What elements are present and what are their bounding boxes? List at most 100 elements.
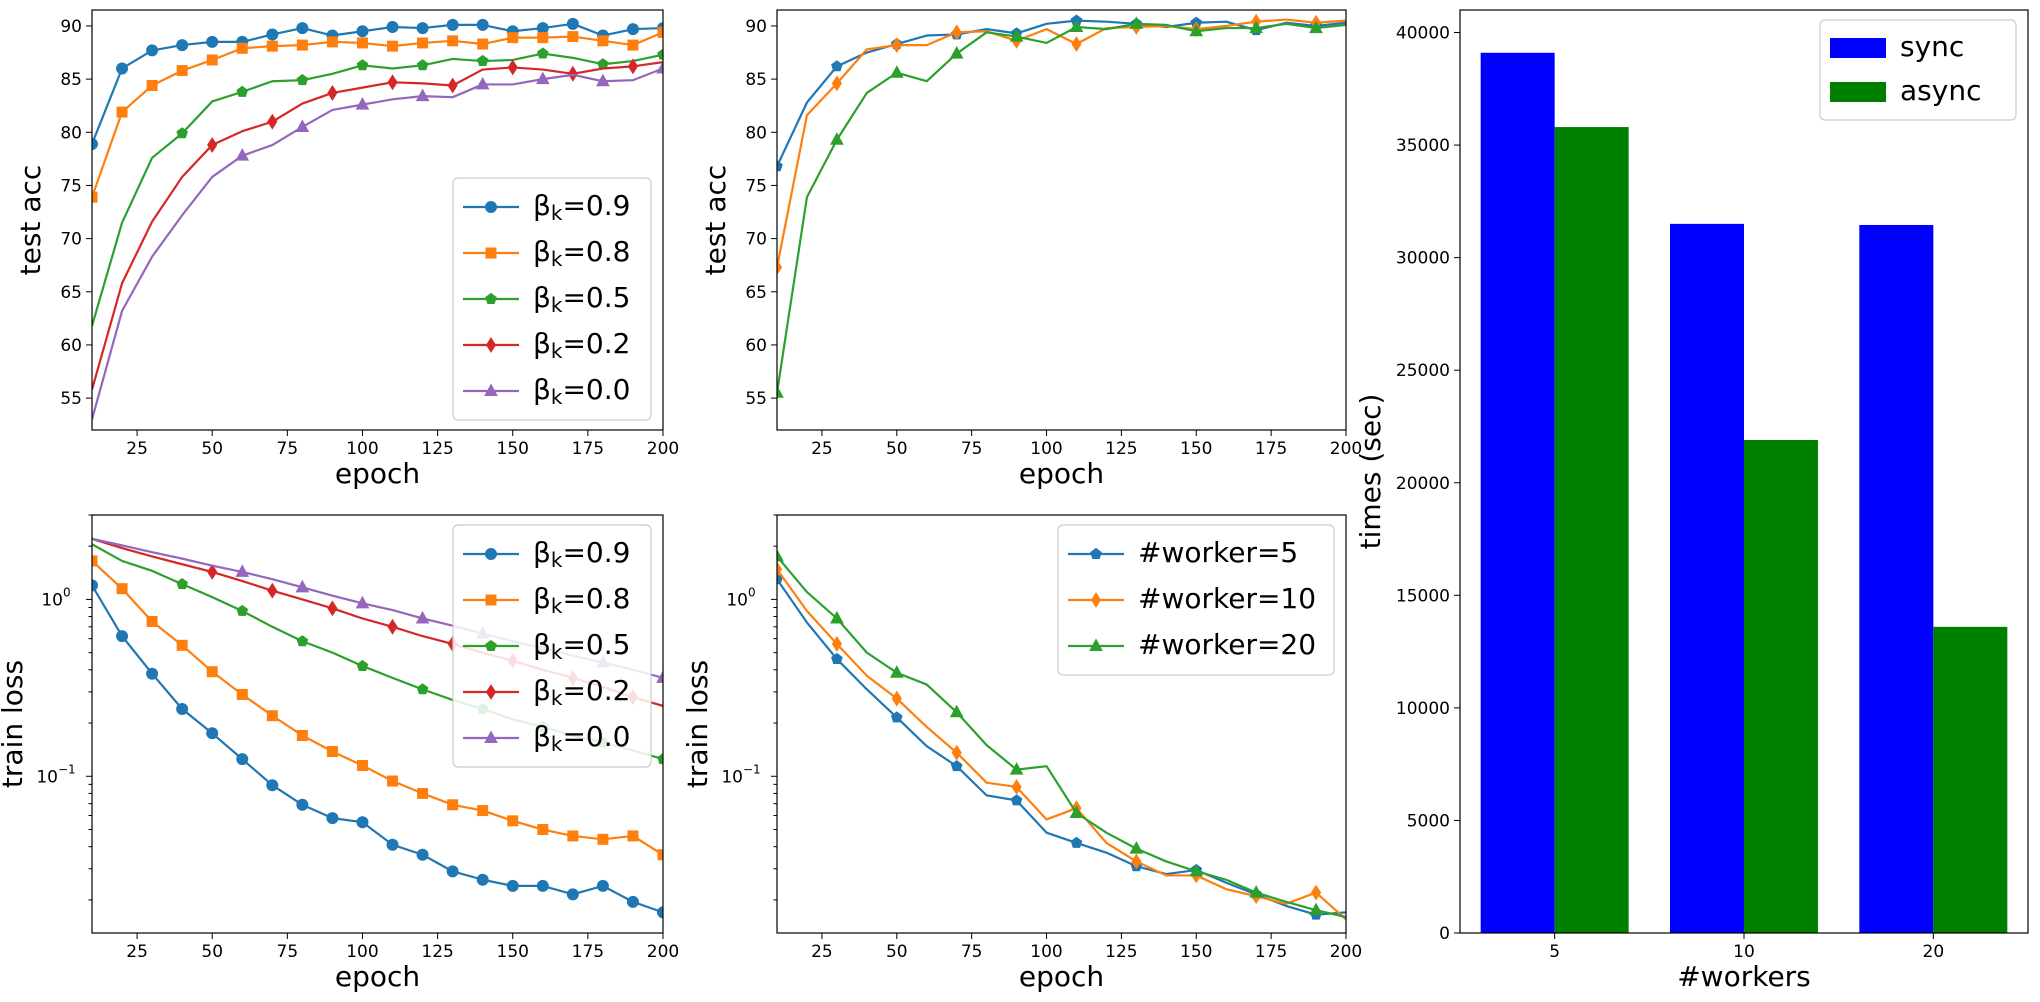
series-#worker=20 <box>777 16 1346 398</box>
data-point <box>830 610 844 624</box>
y-tick-label: 60 <box>745 336 767 356</box>
data-point <box>92 191 98 203</box>
legend-value: =0.5 <box>562 281 630 314</box>
x-tick-label: 175 <box>1255 439 1287 459</box>
data-point <box>296 730 308 742</box>
data-point <box>891 37 902 54</box>
data-point <box>476 873 489 886</box>
data-point <box>326 746 338 758</box>
x-tick-label: 125 <box>421 942 453 962</box>
data-point <box>831 60 843 72</box>
data-point <box>356 760 368 772</box>
x-tick-label: 50 <box>201 439 223 459</box>
data-point <box>537 824 549 836</box>
data-point <box>236 753 249 766</box>
data-point <box>596 879 609 892</box>
data-point <box>296 39 308 51</box>
data-point <box>176 127 188 139</box>
data-point <box>475 76 490 90</box>
legend-label: async <box>1900 74 1981 107</box>
data-point <box>567 830 579 842</box>
data-point <box>267 113 278 130</box>
data-point <box>116 106 128 118</box>
data-point <box>1009 762 1024 775</box>
series-line <box>92 52 663 327</box>
panel-p5: 5 10 20 0 5000 10000 15000 20000 25000 30000 35000… <box>1354 9 2029 993</box>
x-axis-title: epoch <box>335 960 420 993</box>
legend-subscript: k <box>551 293 563 317</box>
data-point <box>387 40 399 52</box>
legend-subscript: k <box>551 594 563 618</box>
data-point <box>1069 805 1084 818</box>
series-line <box>92 61 663 390</box>
legend-patch-async <box>1830 82 1886 102</box>
x-tick-label: 20 <box>1923 942 1945 962</box>
y-tick-exp: 0 <box>748 585 756 599</box>
legend-label: βk=0.2 <box>533 674 630 710</box>
data-point <box>657 26 663 38</box>
data-point <box>92 555 98 567</box>
data-point <box>536 22 549 35</box>
legend-swatch-marker <box>485 292 497 304</box>
y-tick-base: 10 <box>36 767 58 787</box>
data-point <box>1010 794 1023 806</box>
y-tick-label: 100 <box>726 585 755 610</box>
data-point <box>1069 19 1084 33</box>
data-point <box>386 21 399 34</box>
y-tick-label: 70 <box>60 230 82 250</box>
legend-subscript: k <box>551 385 563 409</box>
legend-subscript: k <box>551 201 563 225</box>
y-tick-label: 70 <box>745 230 767 250</box>
y-tick-label: 5000 <box>1407 811 1450 831</box>
data-point <box>506 879 519 892</box>
y-tick-label: 35000 <box>1396 136 1450 156</box>
legend-value: =0.5 <box>562 628 630 661</box>
panel-p1: 25 50 75 100 125 150 175 200 55 60 65 70 75 80 85 90 epo… <box>14 9 679 490</box>
data-point <box>1131 853 1142 870</box>
x-tick-label: 150 <box>497 942 529 962</box>
x-tick-label: 200 <box>1330 439 1362 459</box>
data-point <box>597 35 609 47</box>
legend-swatch-marker <box>485 684 497 700</box>
y-tick-label: 80 <box>745 123 767 143</box>
data-point <box>476 18 489 31</box>
data-point <box>446 18 459 31</box>
legend-swatch-marker <box>485 247 497 259</box>
legend-symbol: β <box>533 189 551 222</box>
data-point <box>296 798 309 811</box>
legend-swatch-marker <box>485 201 497 213</box>
data-point <box>416 848 429 861</box>
x-tick-label: 125 <box>1105 439 1137 459</box>
legend-swatch-marker <box>1090 592 1102 608</box>
y-tick-label: 100 <box>41 585 70 610</box>
legend-swatch-marker <box>484 730 498 743</box>
legend-label: βk=0.2 <box>533 327 630 363</box>
legend-swatch-marker <box>1090 547 1102 559</box>
x-tick-label: 150 <box>1180 942 1212 962</box>
x-tick-label: 125 <box>1105 942 1137 962</box>
data-point <box>146 667 159 680</box>
data-point <box>777 548 784 562</box>
data-point <box>1011 779 1022 795</box>
y-tick-exp: 0 <box>63 585 71 599</box>
y-axis-title: test acc <box>699 165 732 276</box>
legend-patch-sync <box>1830 38 1886 58</box>
y-tick-label: 75 <box>60 176 82 196</box>
data-point <box>326 36 338 48</box>
series-β_k=0.9 <box>92 17 663 150</box>
legend-label: #worker=20 <box>1138 628 1316 661</box>
bar-async <box>1933 626 2008 933</box>
y-tick-exp: −1 <box>743 762 761 776</box>
series-line <box>92 31 663 198</box>
data-point <box>597 833 609 845</box>
x-tick-label: 25 <box>811 942 833 962</box>
legend-value: =0.2 <box>562 674 630 707</box>
series-β_k=0.9 <box>92 579 663 919</box>
data-point <box>356 659 369 671</box>
axes-frame <box>776 514 1347 934</box>
data-point <box>295 119 310 132</box>
data-point <box>206 35 219 48</box>
